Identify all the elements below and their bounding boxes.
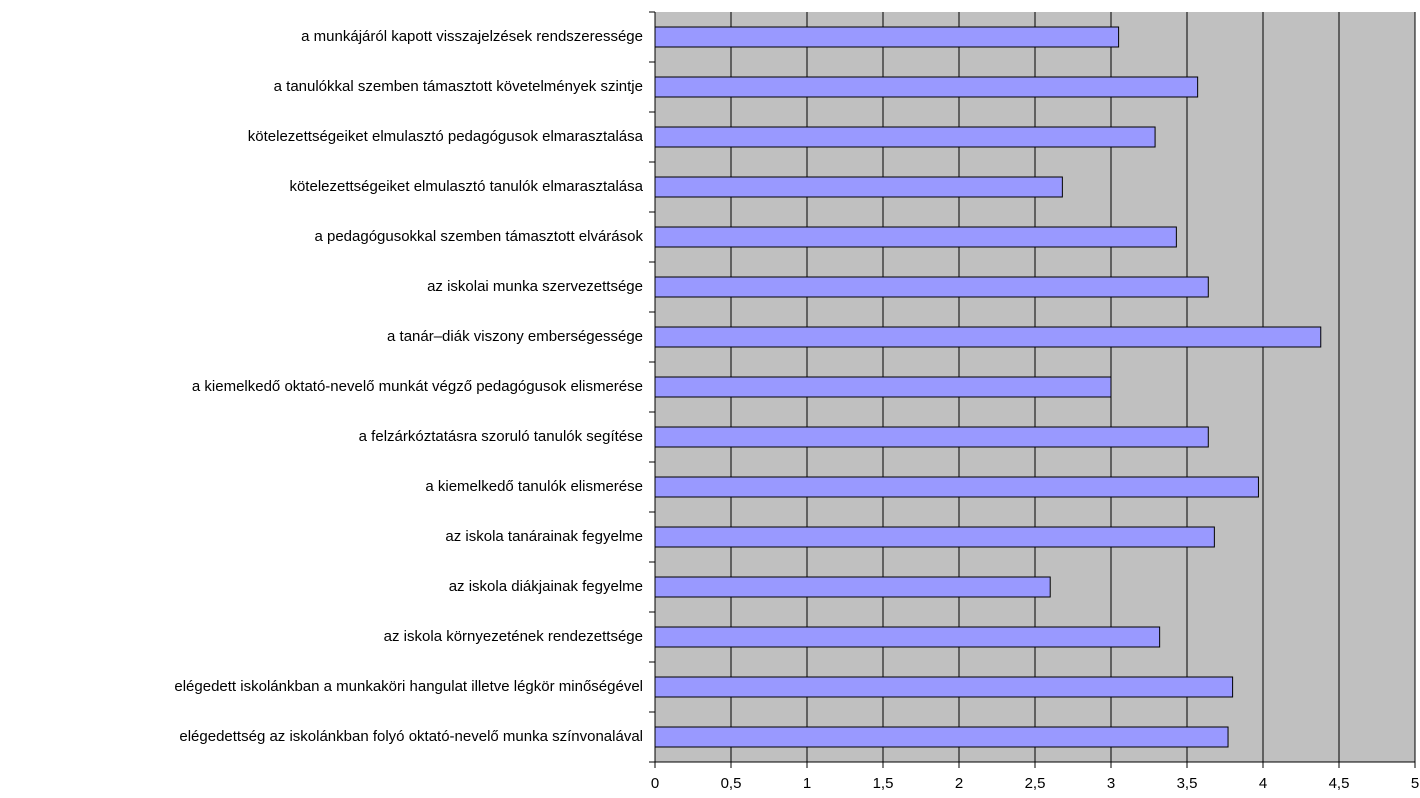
x-tick-label: 0,5 bbox=[721, 775, 742, 792]
bar bbox=[654, 176, 1063, 198]
y-tick-label: elégedett iskolánkban a munkaköri hangul… bbox=[174, 678, 643, 695]
bar bbox=[654, 76, 1199, 98]
y-tick-label: az iskolai munka szervezettsége bbox=[427, 278, 643, 295]
bar bbox=[654, 726, 1229, 748]
x-tick-label: 2 bbox=[955, 775, 963, 792]
y-tick-label: elégedettség az iskolánkban folyó oktató… bbox=[179, 728, 643, 745]
y-tick-label: az iskola diákjainak fegyelme bbox=[449, 578, 643, 595]
bar bbox=[654, 526, 1215, 548]
x-tick-label: 2,5 bbox=[1025, 775, 1046, 792]
y-tick-label: a kiemelkedő oktató-nevelő munkát végző … bbox=[192, 378, 643, 395]
y-tick-label: az iskola környezetének rendezettsége bbox=[384, 628, 643, 645]
x-tick-label: 1 bbox=[803, 775, 811, 792]
y-tick-label: kötelezettségeiket elmulasztó pedagóguso… bbox=[248, 128, 644, 145]
y-tick-label: a munkájáról kapott visszajelzések rends… bbox=[301, 28, 643, 45]
y-tick-label: a kiemelkedő tanulók elismerése bbox=[425, 478, 643, 495]
x-tick-label: 5 bbox=[1411, 775, 1419, 792]
bar bbox=[654, 376, 1112, 398]
bar bbox=[654, 226, 1177, 248]
x-tick-label: 0 bbox=[651, 775, 659, 792]
x-tick-label: 1,5 bbox=[873, 775, 894, 792]
x-tick-label: 3,5 bbox=[1177, 775, 1198, 792]
bar bbox=[654, 476, 1259, 498]
y-tick-label: kötelezettségeiket elmulasztó tanulók el… bbox=[289, 178, 643, 195]
bar bbox=[654, 626, 1161, 648]
y-tick-label: a tanulókkal szemben támasztott követelm… bbox=[274, 78, 643, 95]
bar bbox=[654, 676, 1234, 698]
x-tick-label: 4 bbox=[1259, 775, 1267, 792]
bar bbox=[654, 276, 1209, 298]
x-tick-label: 4,5 bbox=[1329, 775, 1350, 792]
x-tick-label: 3 bbox=[1107, 775, 1115, 792]
bar bbox=[654, 576, 1051, 598]
y-tick-label: a pedagógusokkal szemben támasztott elvá… bbox=[314, 228, 643, 245]
bar bbox=[654, 26, 1120, 48]
y-tick-label: a tanár–diák viszony emberségessége bbox=[387, 328, 643, 345]
bar bbox=[654, 426, 1209, 448]
bar bbox=[654, 326, 1322, 348]
bar bbox=[654, 126, 1156, 148]
y-tick-label: a felzárkóztatásra szoruló tanulók segít… bbox=[359, 428, 643, 445]
y-tick-label: az iskola tanárainak fegyelme bbox=[445, 528, 643, 545]
